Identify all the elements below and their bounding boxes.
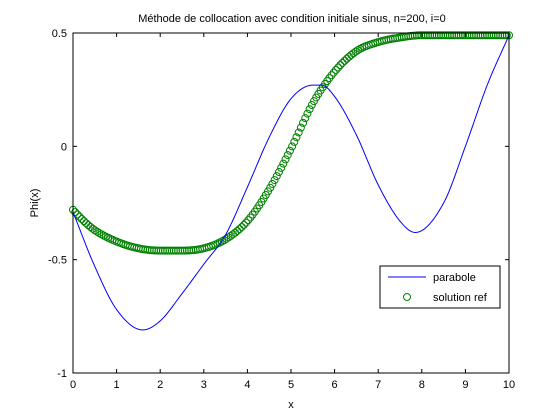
solution-ref-point xyxy=(279,159,288,168)
axes-layer: 0 1 2 3 4 5 6 7 8 9 10 -1 -0.5 0 0.5 xyxy=(48,28,515,391)
solution-ref-point xyxy=(296,123,305,132)
legend-label-parabole: parabole xyxy=(433,272,476,284)
solution-ref-point xyxy=(303,109,312,118)
y-axis-label: Phi(x) xyxy=(29,189,41,218)
solution-ref-point xyxy=(274,168,283,177)
x-axis-label: x xyxy=(288,399,294,411)
solution-ref-point xyxy=(272,172,281,181)
solution-ref-point xyxy=(331,65,340,74)
solution-ref-point xyxy=(329,68,338,77)
solution-ref-point xyxy=(500,31,509,40)
plot-frame xyxy=(72,32,510,374)
solution-ref-point xyxy=(79,217,88,226)
solution-ref-point xyxy=(242,218,251,227)
solution-ref-point xyxy=(288,142,297,151)
series-parabole-line xyxy=(72,35,510,331)
legend-box xyxy=(379,265,501,309)
solution-ref-point xyxy=(340,56,349,65)
solution-ref-point xyxy=(217,237,226,246)
legend-marker-solution-ref xyxy=(403,293,411,301)
solution-ref-point xyxy=(239,220,248,229)
solution-ref-point xyxy=(285,146,294,155)
solution-ref-point xyxy=(325,74,334,83)
solution-ref-point xyxy=(305,105,314,114)
solution-ref-point xyxy=(283,151,292,160)
x-tick-label: 8 xyxy=(419,379,425,391)
solution-ref-point xyxy=(235,225,244,234)
solution-ref-point xyxy=(338,58,347,67)
y-tick-label: 0 xyxy=(61,141,67,153)
legend: parabole solution ref xyxy=(379,265,501,309)
solution-ref-point xyxy=(292,133,301,142)
solution-ref-point xyxy=(95,229,104,238)
solution-ref-point xyxy=(97,230,106,239)
solution-ref-point xyxy=(353,46,362,55)
y-tick-label: -0.5 xyxy=(48,255,67,267)
solution-ref-point xyxy=(244,216,253,225)
solution-ref-point xyxy=(268,179,277,188)
solution-ref-point xyxy=(270,176,279,185)
solution-ref-point xyxy=(336,61,345,70)
x-tick-label: 5 xyxy=(288,379,294,391)
series-solution-ref xyxy=(69,31,513,255)
chart-title: Méthode de collocation avec condition in… xyxy=(138,13,446,25)
legend-label-solution-ref: solution ref xyxy=(433,292,488,304)
x-tick-label: 4 xyxy=(244,379,250,391)
solution-ref-point xyxy=(281,155,290,164)
solution-ref-point xyxy=(237,223,246,232)
solution-ref-point xyxy=(299,118,308,127)
data-layer xyxy=(69,31,513,331)
solution-ref-point xyxy=(307,101,316,110)
solution-ref-point xyxy=(351,47,360,56)
solution-ref-point xyxy=(93,227,102,236)
x-tick-label: 1 xyxy=(114,379,120,391)
solution-ref-point xyxy=(301,114,310,123)
x-tick-label: 0 xyxy=(70,379,76,391)
solution-ref-point xyxy=(290,137,299,146)
solution-ref-point xyxy=(294,128,303,137)
y-tick-label: 0.5 xyxy=(52,28,67,40)
y-tick-label: -1 xyxy=(57,368,67,380)
x-tick-label: 2 xyxy=(157,379,163,391)
solution-ref-point xyxy=(71,208,80,217)
x-tick-label: 3 xyxy=(201,379,207,391)
solution-ref-point xyxy=(277,163,286,172)
x-tick-label: 6 xyxy=(332,379,338,391)
solution-ref-point xyxy=(90,226,99,235)
x-tick-label: 10 xyxy=(503,379,515,391)
solution-ref-point xyxy=(502,31,511,40)
plot-area xyxy=(73,33,509,373)
x-tick-label: 7 xyxy=(375,379,381,391)
solution-ref-point xyxy=(327,71,336,80)
solution-ref-point xyxy=(77,215,86,224)
x-tick-label: 9 xyxy=(462,379,468,391)
solution-ref-point xyxy=(75,212,84,221)
solution-ref-point xyxy=(334,63,343,72)
